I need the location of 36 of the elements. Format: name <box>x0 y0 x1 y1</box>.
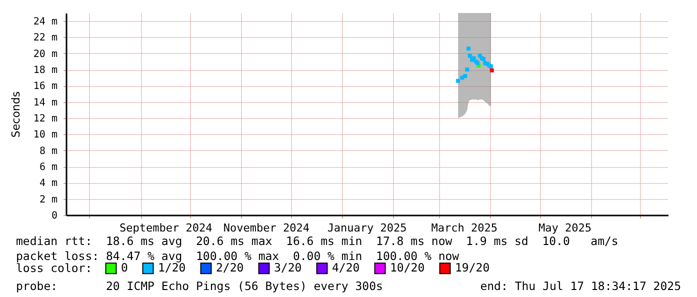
y-tick-label: 12 m <box>33 114 58 125</box>
x-tick-label: September 2024 <box>119 222 213 234</box>
legend-label: 19/20 <box>455 260 490 274</box>
y-tick-label: 2 m <box>39 194 58 206</box>
y-tick-label: 22 m <box>33 32 58 44</box>
x-tick-label: March 2025 <box>431 222 498 234</box>
y-tick-label: 20 m <box>33 48 58 60</box>
legend-label: 0 <box>121 260 128 274</box>
y-tick-label: 8 m <box>39 146 58 157</box>
y-tick-label: 24 m <box>33 16 58 28</box>
point <box>465 68 470 72</box>
y-axis-title: Seconds <box>9 91 22 138</box>
text: median rtt: 18.6 ms avg 20.6 ms max 16.6 ms min 17.8 ms now 1.9 ms sd 10.0 am/s <box>16 234 618 248</box>
text: probe: 20 ICMP Echo Pings (56 Bytes) every 300s <box>16 279 383 293</box>
point <box>466 46 471 51</box>
point <box>456 78 460 83</box>
point <box>490 68 494 72</box>
x-tick-label: May 2025 <box>538 222 592 234</box>
y-tick-label: 14 m <box>33 97 58 108</box>
legend-label: 2/20 <box>216 260 244 274</box>
y-tick-label: 10 m <box>33 130 58 141</box>
point <box>463 74 468 78</box>
y-tick-label: 0 <box>51 210 58 222</box>
legend-label: 10/20 <box>390 260 425 274</box>
text: packet loss: 84.47 % avg 100.00 % max 0.00 % min 100.00 % now <box>16 249 460 263</box>
y-tick-label: 16 m <box>33 81 58 92</box>
point <box>468 54 472 58</box>
text: end: Thu Jul 17 18:34:17 2025 <box>480 279 681 293</box>
legend-label: 3/20 <box>274 260 302 274</box>
y-tick-label: 6 m <box>39 162 58 174</box>
legend-title: loss color: <box>16 261 92 275</box>
y-tick-label: 18 m <box>33 65 58 76</box>
legend-label: 4/20 <box>332 260 360 274</box>
x-tick-label: November 2024 <box>223 222 310 234</box>
x-tick-label: January 2025 <box>327 222 407 234</box>
y-tick-label: 4 m <box>39 178 58 190</box>
